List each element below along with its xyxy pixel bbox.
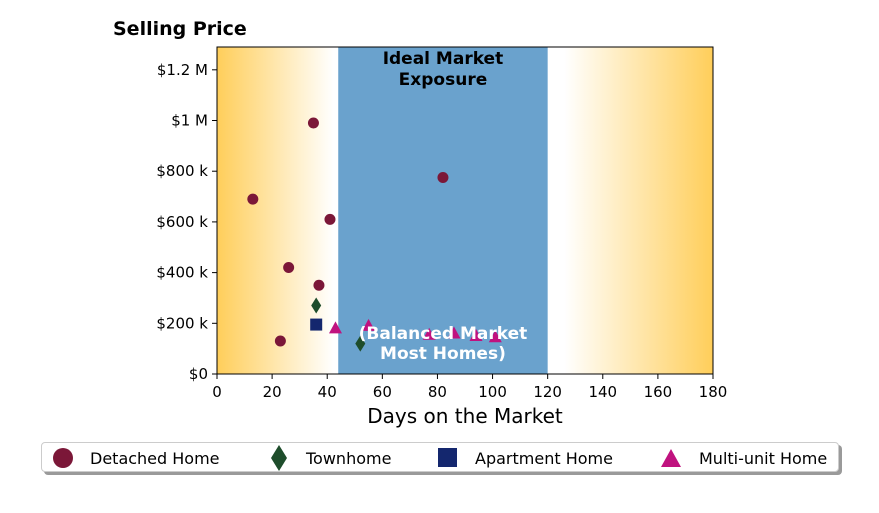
- x-tick-label: 140: [588, 383, 617, 401]
- x-axis-label: Days on the Market: [367, 404, 563, 428]
- townhome-point: [311, 297, 322, 314]
- detached-home-point: [437, 172, 449, 184]
- legend: Detached Home Townhome Apartment Home Mu…: [41, 442, 839, 472]
- legend-triangle-marker-icon: [661, 449, 681, 467]
- legend-square-marker-icon: [438, 448, 457, 467]
- detached-home-point: [313, 279, 325, 291]
- detached-home-point: [307, 117, 319, 129]
- detached-home-point: [283, 262, 295, 274]
- region-label-top-line1: Ideal Market: [383, 49, 504, 69]
- y-tick-label: $800 k: [156, 162, 208, 180]
- detached-home-point: [274, 335, 286, 347]
- multi-unit-home-point: [447, 326, 461, 339]
- data-points: [247, 117, 502, 352]
- legend-label: Detached Home: [90, 448, 220, 468]
- x-tick-label: 100: [478, 383, 507, 401]
- x-tick-label: 40: [318, 383, 337, 401]
- legend-item-detached-home: Detached Home: [52, 443, 220, 473]
- chart: Ideal Market Exposure (Balanced Market M…: [113, 18, 727, 428]
- legend-label: Multi-unit Home: [699, 448, 828, 468]
- multi-unit-home-point: [328, 321, 342, 334]
- y-tick-label: $0: [189, 365, 208, 383]
- region-label-bottom-line2: Most Homes): [380, 344, 506, 364]
- x-tick-label: 0: [212, 383, 222, 401]
- x-tick-label: 20: [263, 383, 282, 401]
- region-label-bottom-line1: (Balanced Market: [359, 324, 528, 344]
- y-tick-label: $1.2 M: [157, 61, 208, 79]
- townhome-point: [355, 335, 366, 352]
- multi-unit-home-point: [362, 318, 376, 331]
- apartment-home-point: [310, 318, 323, 331]
- multi-unit-home-point: [422, 327, 436, 340]
- chart-title: Selling Price: [113, 18, 247, 40]
- detached-home-point: [247, 193, 259, 205]
- legend-circle-marker-icon: [53, 448, 73, 468]
- x-tick-label: 160: [644, 383, 673, 401]
- x-tick-label: 60: [373, 383, 392, 401]
- x-tick-label: 120: [533, 383, 562, 401]
- legend-diamond-marker-icon: [271, 445, 287, 471]
- legend-label: Apartment Home: [475, 448, 613, 468]
- y-tick-label: $1 M: [171, 112, 208, 130]
- detached-home-point: [324, 213, 336, 225]
- y-axis: $0 $200 k $400 k $600 k $800 k $1 M $1.2 M: [156, 61, 217, 383]
- legend-item-multi-unit-home: Multi-unit Home: [659, 443, 827, 473]
- legend-item-apartment-home: Apartment Home: [437, 443, 613, 473]
- plot-frame: [216, 46, 714, 375]
- y-tick-label: $600 k: [156, 213, 208, 231]
- x-tick-label: 180: [699, 383, 728, 401]
- region-label-top-line2: Exposure: [399, 70, 488, 90]
- ideal-market-region: [338, 47, 548, 374]
- y-tick-label: $400 k: [156, 264, 208, 282]
- x-tick-label: 80: [428, 383, 447, 401]
- x-axis: 0 20 40 60 80 100 120 140 160 180: [212, 374, 727, 401]
- multi-unit-home-point: [488, 330, 502, 343]
- y-tick-label: $200 k: [156, 314, 208, 332]
- multi-unit-home-point: [469, 328, 483, 341]
- legend-label: Townhome: [306, 448, 392, 468]
- legend-item-townhome: Townhome: [268, 443, 391, 473]
